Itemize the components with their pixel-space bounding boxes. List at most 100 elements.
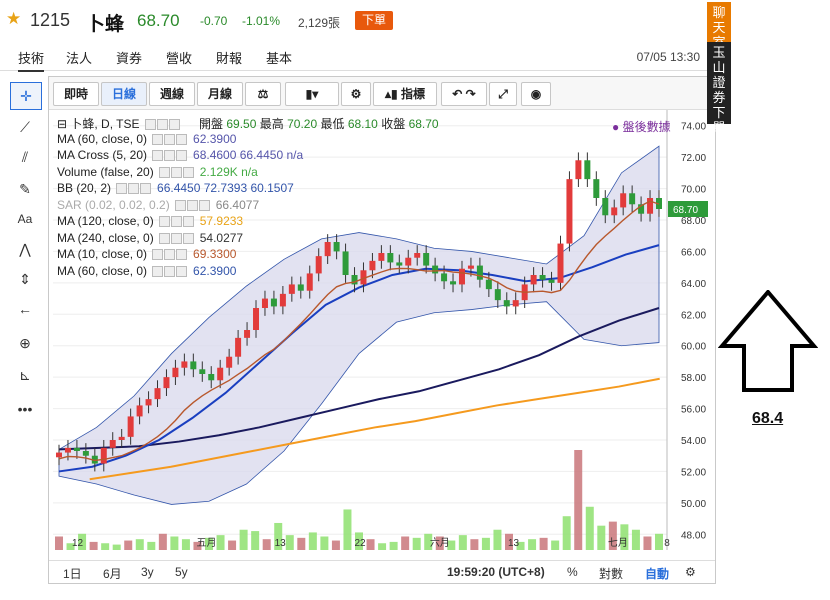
after-hours-data-link[interactable]: ● 盤後數據 <box>612 120 671 134</box>
candle-body <box>288 284 295 294</box>
tab-revenue[interactable]: 營收 <box>166 51 193 66</box>
candle-body <box>235 337 242 357</box>
compare-icon[interactable]: ⚖ <box>245 82 281 106</box>
tab-technical[interactable]: 技術 <box>18 48 45 72</box>
interval-weekly-button[interactable]: 週線 <box>149 82 195 106</box>
camera-icon[interactable]: ◉ <box>521 82 551 106</box>
y-tick-label: 58.00 <box>681 373 706 384</box>
legend-controls-icon[interactable] <box>158 165 195 179</box>
chart-plot-area[interactable]: 48.00 50.00 52.00 54.00 56.00 58.00 60.00 62.00… <box>49 110 715 550</box>
legend-controls-icon[interactable] <box>152 264 188 278</box>
range-3y-button[interactable]: 3y <box>141 565 154 579</box>
range-1d-button[interactable]: 1日 <box>63 567 82 581</box>
crosshair-icon[interactable]: ✛ <box>10 82 42 110</box>
legend-controls-icon[interactable] <box>152 132 188 146</box>
order-button[interactable]: 下單 <box>355 11 393 30</box>
annotation-value: 68.4 <box>752 410 784 427</box>
legend-label: MA (240, close, 0) <box>57 230 154 245</box>
legend-controls-icon[interactable] <box>116 181 152 195</box>
candle-body <box>530 275 537 285</box>
fullscreen-icon[interactable]: ⤢ <box>489 82 517 106</box>
stock-price: 68.70 <box>137 11 180 30</box>
candle-body <box>351 275 358 285</box>
favorite-star-icon[interactable]: ★ <box>6 9 22 28</box>
interval-intraday-button[interactable]: 即時 <box>53 82 99 106</box>
settings-icon[interactable]: ⚙ <box>341 82 371 106</box>
arrow-left-icon[interactable]: ← <box>18 301 32 317</box>
trendline-icon[interactable]: ⟋ <box>20 119 30 135</box>
legend-row[interactable]: MA (60, close, 0) 62.3900 <box>57 132 487 149</box>
volume-bar <box>135 539 144 550</box>
price-chart[interactable]: 48.00 50.00 52.00 54.00 56.00 58.00 60.00 62.00… <box>49 110 715 550</box>
volume-bar <box>643 536 652 550</box>
legend-row[interactable]: MA (10, close, 0) 69.3300 <box>57 247 487 264</box>
legend-row[interactable]: SAR (0.02, 0.02, 0.2) 66.4077 <box>57 198 487 215</box>
low-label: 最低 <box>320 117 345 131</box>
settings-small-icon[interactable]: ⚙ <box>685 565 696 579</box>
legend-row[interactable]: MA (120, close, 0) 57.9233 <box>57 214 487 231</box>
tab-institutional[interactable]: 法人 <box>66 51 93 66</box>
legend-row[interactable]: Volume (false, 20) 2.129K n/a <box>57 165 487 182</box>
legend-controls-icon[interactable] <box>158 214 195 228</box>
candle-body <box>136 405 143 417</box>
legend-controls-icon[interactable] <box>152 247 188 261</box>
interval-monthly-button[interactable]: 月線 <box>197 82 243 106</box>
open-value: 69.50 <box>226 117 257 131</box>
volume-bar <box>366 539 375 550</box>
volume-bar <box>574 450 583 550</box>
range-6m-button[interactable]: 6月 <box>103 567 122 581</box>
x-tick-label: 13 <box>275 538 287 549</box>
high-label: 最高 <box>259 117 284 131</box>
volume-bar <box>551 540 560 550</box>
legend-value: 66.4450 72.7393 60.1507 <box>157 181 294 195</box>
broker-order-button[interactable]: 玉山證券下單 <box>707 42 731 135</box>
zoom-icon[interactable]: ⊕ <box>19 335 31 351</box>
pattern-icon[interactable]: ⋀ <box>19 241 31 257</box>
legend-controls-icon[interactable] <box>158 231 195 245</box>
legend-row[interactable]: ⊟ 卜蜂, D, TSE <box>57 115 487 132</box>
volume-bar <box>470 539 479 550</box>
candle-body <box>512 300 519 307</box>
candle-body <box>100 447 107 464</box>
indicators-label: 指標 <box>400 87 425 101</box>
measure-icon[interactable]: ⇕ <box>19 271 31 287</box>
price-change: -0.70 <box>200 14 228 28</box>
volume-bar <box>147 541 156 550</box>
more-icon[interactable]: ••• <box>17 401 33 417</box>
text-tool-icon[interactable]: Aa <box>17 212 33 226</box>
legend-controls-icon[interactable] <box>152 148 188 162</box>
chart-type-icon[interactable]: ▮▾ <box>285 82 339 106</box>
interval-daily-button[interactable]: 日線 <box>101 82 147 106</box>
bollinger-band <box>58 145 660 505</box>
candle-body <box>405 257 412 266</box>
ruler-icon[interactable]: ⊾ <box>19 367 31 383</box>
tab-financials[interactable]: 財報 <box>216 51 243 66</box>
x-tick-label: 七月 <box>608 537 628 549</box>
volume-bar <box>631 529 640 550</box>
legend-label: ⊟ 卜蜂, D, TSE <box>57 117 140 131</box>
undo-redo-icon[interactable]: ↶ ↷ <box>441 82 487 106</box>
candle-body <box>64 447 71 453</box>
volume-bar <box>193 541 202 550</box>
candle-body <box>548 279 555 283</box>
up-arrow-shape <box>718 290 818 392</box>
brush-icon[interactable]: ✎ <box>19 181 31 197</box>
legend-row[interactable]: MA (60, close, 0) 62.3900 <box>57 264 487 281</box>
indicators-button[interactable]: ▴▮ 指標 <box>373 82 437 106</box>
legend-row[interactable]: MA Cross (5, 20) 68.4600 66.4450 n/a <box>57 148 487 165</box>
legend-controls-icon[interactable] <box>144 117 181 131</box>
indicators-icon: ▴▮ <box>385 87 401 101</box>
range-5y-button[interactable]: 5y <box>175 565 188 579</box>
volume-bar <box>251 531 260 550</box>
chatroom-button[interactable]: 聊天室 <box>707 2 731 50</box>
percent-scale-toggle[interactable]: % <box>567 565 578 579</box>
auto-scale-toggle[interactable]: 自動 <box>645 567 670 581</box>
candle-body <box>270 298 277 307</box>
tab-margin[interactable]: 資券 <box>116 51 143 66</box>
legend-row[interactable]: MA (240, close, 0) 54.0277 <box>57 231 487 248</box>
log-scale-toggle[interactable]: 對數 <box>599 567 624 581</box>
tab-basic[interactable]: 基本 <box>266 51 293 66</box>
fib-icon[interactable]: ⫽ <box>21 149 29 165</box>
legend-row[interactable]: BB (20, 2) 66.4450 72.7393 60.1507 <box>57 181 487 198</box>
legend-controls-icon[interactable] <box>174 198 211 212</box>
